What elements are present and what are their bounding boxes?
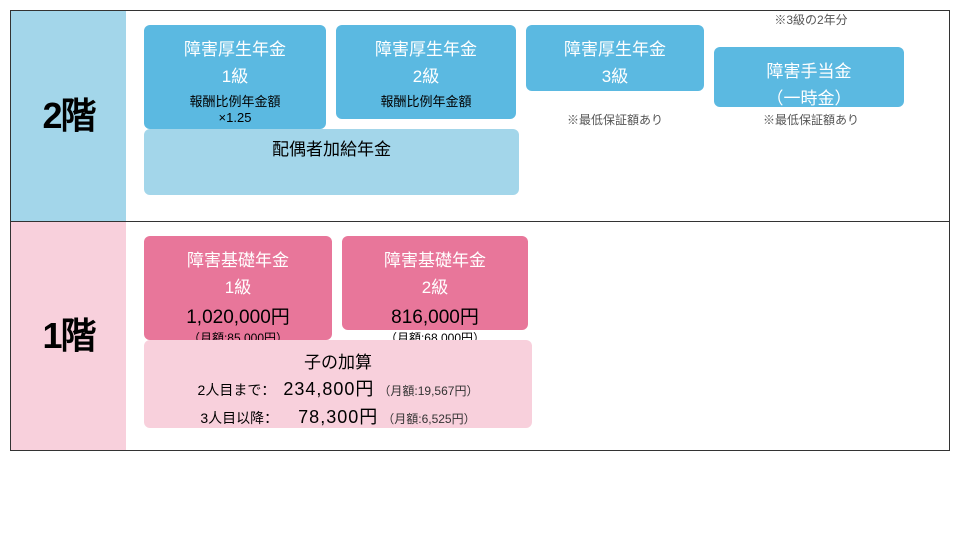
note-3rd-2year: ※3級の2年分 xyxy=(716,11,906,28)
addition-label: 3人目以降： xyxy=(200,408,278,428)
card-title: 障害厚生年金 xyxy=(150,35,320,60)
floor-1-cards: 障害基礎年金 1級 1,020,000円 （月額:85,000円） 障害基礎年金… xyxy=(144,236,931,340)
kiso-grade-1-card: 障害基礎年金 1級 1,020,000円 （月額:85,000円） xyxy=(144,236,332,340)
addition-amount: 78,300円 xyxy=(286,403,378,429)
kosei-grade-1-card: 障害厚生年金 1級 報酬比例年金額 ×1.25 xyxy=(144,25,326,129)
card-grade: （一時金） xyxy=(720,84,898,109)
card-sub: 報酬比例年金額 xyxy=(342,91,510,110)
floor-2-label: 2階 xyxy=(11,11,126,221)
card-amount: 816,000円 xyxy=(348,302,522,329)
spouse-addition-title: 配偶者加給年金 xyxy=(154,135,509,160)
addition-label: 2人目まで： xyxy=(198,380,276,400)
card-grade: 2級 xyxy=(342,62,510,87)
floor-2-content: ※3級の2年分 障害厚生年金 1級 報酬比例年金額 ×1.25 障害厚生年金 2… xyxy=(126,11,949,221)
card-grade: 2級 xyxy=(348,273,522,298)
kosei-grade-2-card: 障害厚生年金 2級 報酬比例年金額 xyxy=(336,25,516,119)
card-sub: 報酬比例年金額 ×1.25 xyxy=(150,91,320,125)
child-addition-row-1: 2人目まで： 234,800円 （月額:19,567円） xyxy=(158,375,518,401)
card-grade: 1級 xyxy=(150,62,320,87)
card-grade: 3級 xyxy=(532,62,698,87)
card-title: 障害厚生年金 xyxy=(342,35,510,60)
card-title: 障害手当金 xyxy=(720,57,898,82)
pension-structure-diagram: 2階 ※3級の2年分 障害厚生年金 1級 報酬比例年金額 ×1.25 障害厚生年… xyxy=(10,10,950,451)
addition-monthly: （月額:19,567円） xyxy=(378,382,478,399)
child-addition-card: 子の加算 2人目まで： 234,800円 （月額:19,567円） 3人目以降：… xyxy=(144,340,532,428)
floor-1-label: 1階 xyxy=(11,222,126,450)
card-amount: 1,020,000円 xyxy=(150,302,326,329)
floor-2-row: 2階 ※3級の2年分 障害厚生年金 1級 報酬比例年金額 ×1.25 障害厚生年… xyxy=(11,11,949,222)
teate-lump-sum-card: 障害手当金 （一時金） xyxy=(714,47,904,107)
card-title: 障害基礎年金 xyxy=(150,246,326,271)
child-addition-row-2: 3人目以降： 78,300円 （月額:6,525円） xyxy=(158,403,518,429)
card-grade: 1級 xyxy=(150,273,326,298)
kosei-grade-3-card: 障害厚生年金 3級 xyxy=(526,25,704,91)
floor-1-row: 1階 障害基礎年金 1級 1,020,000円 （月額:85,000円） 障害基… xyxy=(11,222,949,450)
addition-monthly: （月額:6,525円） xyxy=(382,410,475,427)
addition-amount: 234,800円 xyxy=(283,375,374,401)
note-min-guarantee-teate: ※最低保証額あり xyxy=(716,111,906,128)
card-title: 障害厚生年金 xyxy=(532,35,698,60)
floor-1-content: 障害基礎年金 1級 1,020,000円 （月額:85,000円） 障害基礎年金… xyxy=(126,222,949,450)
kiso-grade-2-card: 障害基礎年金 2級 816,000円 （月額:68,000円） xyxy=(342,236,528,330)
note-min-guarantee-3: ※最低保証額あり xyxy=(526,111,704,128)
card-title: 障害基礎年金 xyxy=(348,246,522,271)
spouse-addition-card: 配偶者加給年金 xyxy=(144,129,519,195)
child-addition-title: 子の加算 xyxy=(158,348,518,373)
